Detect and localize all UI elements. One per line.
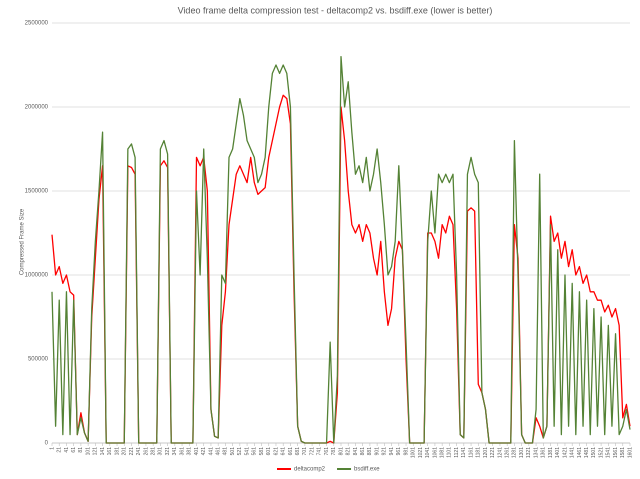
x-tick-label: 1481 (584, 447, 590, 458)
x-tick-label: 1441 (570, 447, 576, 458)
x-tick-label: 21 (57, 447, 63, 453)
x-tick-label: 1161 (468, 447, 474, 458)
x-tick-label: 301 (158, 447, 164, 456)
x-tick-label: 1141 (461, 447, 467, 458)
x-tick-label: 1181 (476, 447, 482, 458)
x-tick-label: 581 (259, 447, 265, 456)
x-tick-label: 101 (85, 447, 91, 456)
x-tick-label: 1061 (432, 447, 438, 458)
y-tick-label: 1000000 (25, 273, 49, 279)
x-tick-label: 561 (252, 447, 258, 456)
x-tick-label: 1601 (627, 447, 633, 458)
x-tick-label: 641 (281, 447, 287, 456)
y-axis-title: Compressed Frame Size (20, 208, 26, 275)
x-tick-label: 381 (187, 447, 193, 456)
x-tick-label: 1 (49, 447, 55, 450)
x-tick-label: 1461 (577, 447, 583, 458)
x-tick-label: 721 (309, 447, 315, 456)
x-tick-label: 1541 (606, 447, 612, 458)
x-tick-label: 1381 (548, 447, 554, 458)
x-tick-label: 881 (367, 447, 373, 456)
x-tick-label: 141 (100, 447, 106, 456)
x-tick-label: 961 (396, 447, 402, 456)
x-tick-label: 801 (338, 447, 344, 456)
x-tick-label: 81 (78, 447, 84, 453)
y-tick-label: 2500000 (25, 21, 49, 27)
x-tick-label: 261 (143, 447, 149, 456)
x-tick-label: 181 (114, 447, 120, 456)
x-tick-label: 341 (172, 447, 178, 456)
x-tick-label: 461 (216, 447, 222, 456)
x-tick-label: 1201 (483, 447, 489, 458)
x-tick-label: 601 (266, 447, 272, 456)
x-tick-label: 841 (353, 447, 359, 456)
x-tick-label: 41 (64, 447, 70, 453)
x-tick-label: 521 (237, 447, 243, 456)
x-tick-label: 161 (107, 447, 113, 456)
chart-title: Video frame delta compression test - del… (178, 5, 493, 15)
x-tick-label: 901 (374, 447, 380, 456)
x-tick-label: 241 (136, 447, 142, 456)
x-tick-label: 1001 (411, 447, 417, 458)
x-tick-label: 421 (201, 447, 207, 456)
x-tick-label: 861 (360, 447, 366, 456)
y-tick-label: 500000 (28, 357, 49, 363)
x-tick-label: 941 (389, 447, 395, 456)
x-tick-label: 1261 (505, 447, 511, 458)
x-tick-label: 821 (346, 447, 352, 456)
x-tick-label: 481 (223, 447, 229, 456)
x-tick-label: 1241 (497, 447, 503, 458)
x-tick-label: 541 (244, 447, 250, 456)
x-tick-label: 1521 (598, 447, 604, 458)
x-tick-label: 1321 (526, 447, 532, 458)
x-tick-label: 1021 (418, 447, 424, 458)
x-tick-label: 1361 (541, 447, 547, 458)
y-tick-label: 0 (45, 441, 49, 447)
x-tick-label: 1561 (613, 447, 619, 458)
x-tick-label: 321 (165, 447, 171, 456)
x-tick-label: 441 (208, 447, 214, 456)
x-tick-label: 1301 (519, 447, 525, 458)
x-tick-label: 221 (129, 447, 135, 456)
x-tick-label: 1501 (591, 447, 597, 458)
x-tick-label: 981 (403, 447, 409, 456)
y-tick-label: 1500000 (25, 189, 49, 195)
x-tick-label: 621 (273, 447, 279, 456)
x-tick-label: 1121 (454, 447, 460, 458)
legend-label: deltacomp2 (294, 467, 326, 473)
x-tick-label: 281 (150, 447, 156, 456)
x-tick-label: 61 (71, 447, 77, 453)
x-tick-label: 701 (302, 447, 308, 456)
x-tick-label: 1341 (533, 447, 539, 458)
x-tick-label: 1041 (425, 447, 431, 458)
x-tick-label: 1101 (447, 447, 453, 458)
series-line (51, 55, 631, 444)
legend-label: bsdiff.exe (354, 467, 380, 473)
y-tick-label: 2000000 (25, 105, 49, 111)
x-tick-label: 1221 (490, 447, 496, 458)
x-tick-label: 661 (288, 447, 294, 456)
x-tick-label: 1421 (562, 447, 568, 458)
x-tick-label: 921 (382, 447, 388, 456)
x-tick-label: 761 (324, 447, 330, 456)
x-tick-label: 361 (179, 447, 185, 456)
x-tick-label: 121 (93, 447, 99, 456)
x-tick-label: 681 (295, 447, 301, 456)
x-tick-label: 741 (317, 447, 323, 456)
x-tick-label: 1281 (512, 447, 518, 458)
x-tick-label: 401 (194, 447, 200, 456)
x-tick-label: 1081 (439, 447, 445, 458)
x-tick-label: 201 (122, 447, 128, 456)
x-tick-label: 1581 (620, 447, 626, 458)
x-tick-label: 501 (230, 447, 236, 456)
x-tick-label: 781 (331, 447, 337, 456)
x-tick-label: 1401 (555, 447, 561, 458)
